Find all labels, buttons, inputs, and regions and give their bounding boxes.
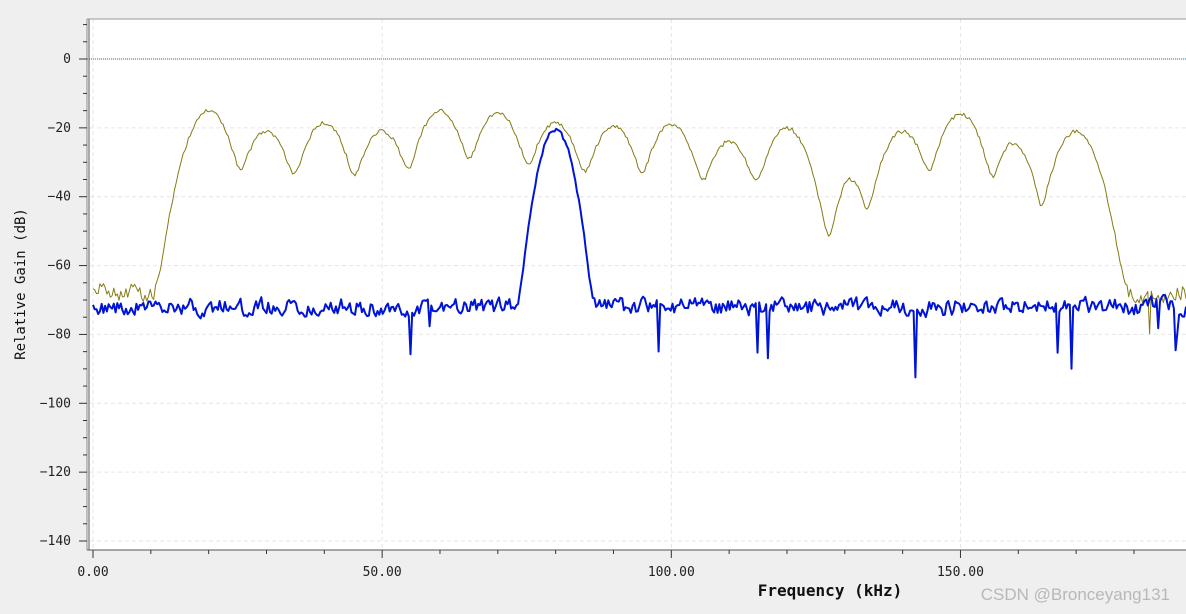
x-tick-label: 50.00 (363, 565, 402, 580)
y-tick-label: −20 (48, 121, 71, 136)
tick-labels: 0 −20 −40 −60 −80 −100 −120 −140 0.00 50.00 100.00… (40, 52, 984, 580)
plot-area (87, 19, 1186, 550)
y-tick-label: −40 (48, 190, 71, 205)
x-tick-label: 150.00 (937, 565, 984, 580)
series-line-blue (92, 127, 1186, 379)
x-tick-label: 0.00 (77, 565, 108, 580)
grid (90, 19, 1186, 550)
y-axis-title: Relative Gain (dB) (13, 208, 29, 360)
y-tick-label: 0 (63, 52, 71, 67)
y-tick-label: −80 (48, 327, 71, 342)
x-tick-label: 100.00 (648, 565, 695, 580)
y-tick-label: −60 (48, 259, 71, 274)
y-tick-label: −120 (40, 465, 71, 480)
ticks (79, 24, 1135, 558)
y-tick-label: −140 (40, 534, 71, 549)
axes (86, 18, 1186, 551)
watermark-text: CSDN @Bronceyang131 (981, 585, 1170, 604)
series-line-olive (92, 108, 1186, 335)
series-layer (92, 108, 1186, 379)
y-tick-label: −100 (40, 396, 71, 411)
x-axis-title: Frequency (kHz) (758, 581, 903, 600)
